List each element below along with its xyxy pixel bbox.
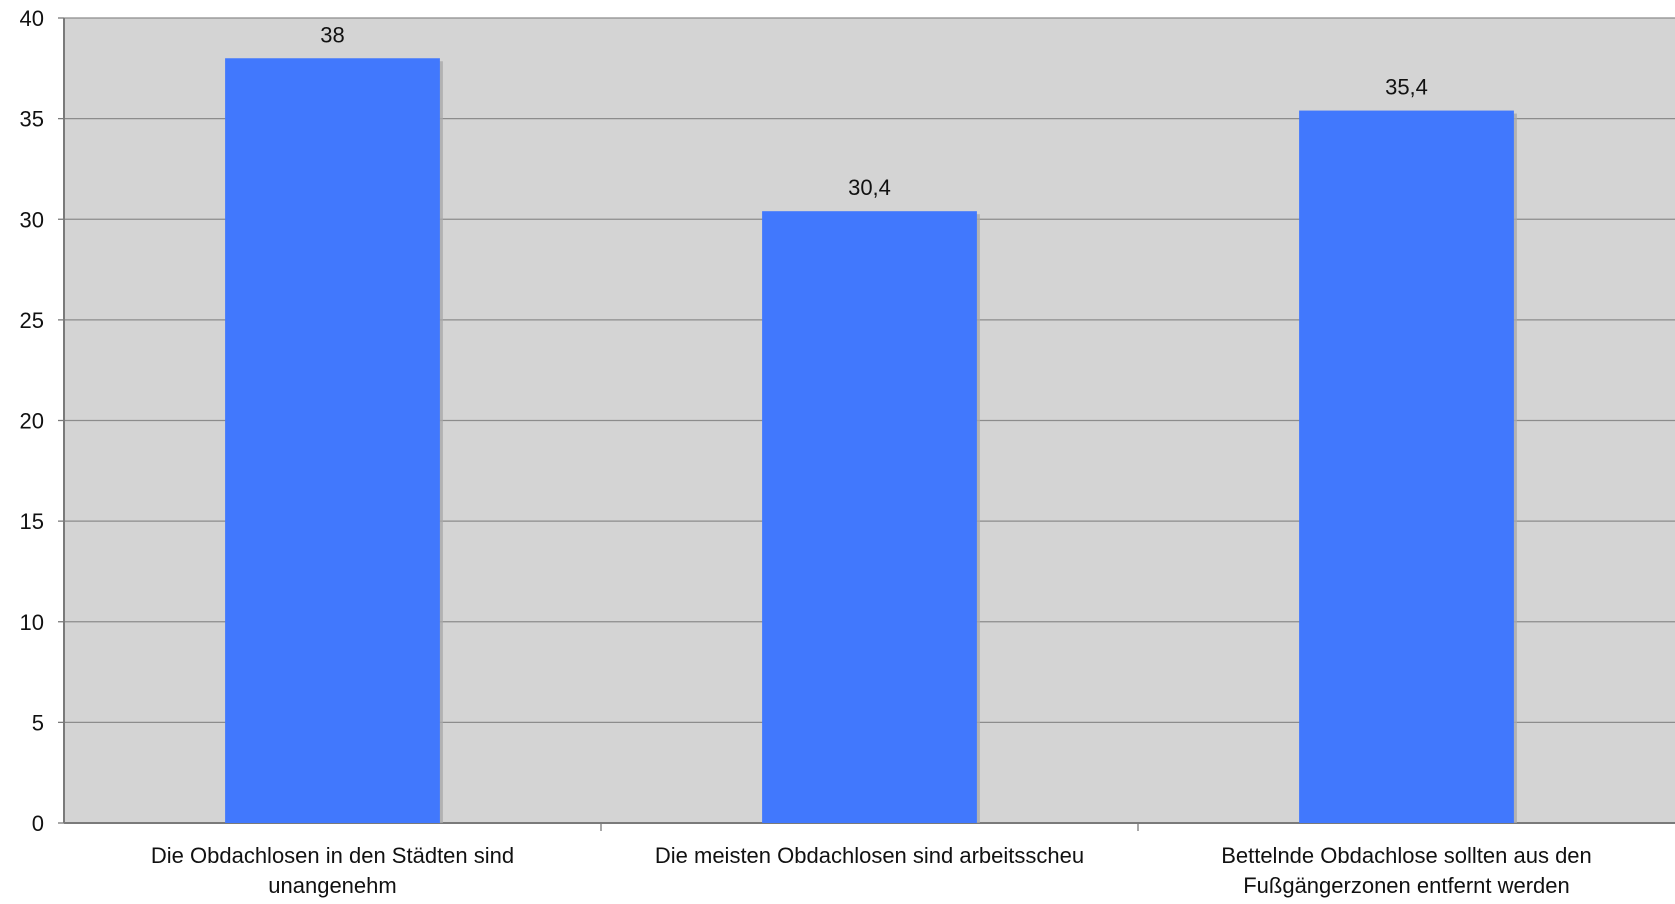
y-tick-label: 25 [20, 308, 44, 333]
y-tick-label: 15 [20, 509, 44, 534]
x-tick-label: Die meisten Obdachlosen sind arbeitssche… [655, 843, 1084, 868]
y-tick-label: 10 [20, 610, 44, 635]
x-tick-label: Die Obdachlosen in den Städten sind unang… [151, 843, 514, 898]
y-tick-label: 40 [20, 6, 44, 31]
y-tick-label: 20 [20, 409, 44, 434]
x-tick-label: Bettelnde Obdachlose sollten aus den Fußg… [1221, 843, 1592, 898]
x-tick-label-line: Die meisten Obdachlosen sind arbeitssche… [655, 843, 1084, 868]
data-label: 38 [320, 22, 344, 47]
x-tick-label-line: unangenehm [268, 873, 396, 898]
data-label: 30,4 [848, 175, 891, 200]
y-tick-label: 5 [32, 710, 44, 735]
x-tick-label-line: Bettelnde Obdachlose sollten aus den [1221, 843, 1592, 868]
bar [1299, 110, 1514, 823]
y-tick-label: 0 [32, 811, 44, 836]
x-tick-label-line: Fußgängerzonen entfernt werden [1243, 873, 1570, 898]
x-tick-label-line: Die Obdachlosen in den Städten sind [151, 843, 514, 868]
labels: 0 5 10 15 20 25 30 35 40 38 Die Obdachlosen in den… [20, 6, 1592, 898]
y-tick-label: 35 [20, 107, 44, 132]
y-tick-label: 30 [20, 207, 44, 232]
bar [225, 58, 440, 823]
bars [225, 58, 1517, 823]
data-label: 35,4 [1385, 75, 1428, 100]
bar [762, 211, 977, 823]
